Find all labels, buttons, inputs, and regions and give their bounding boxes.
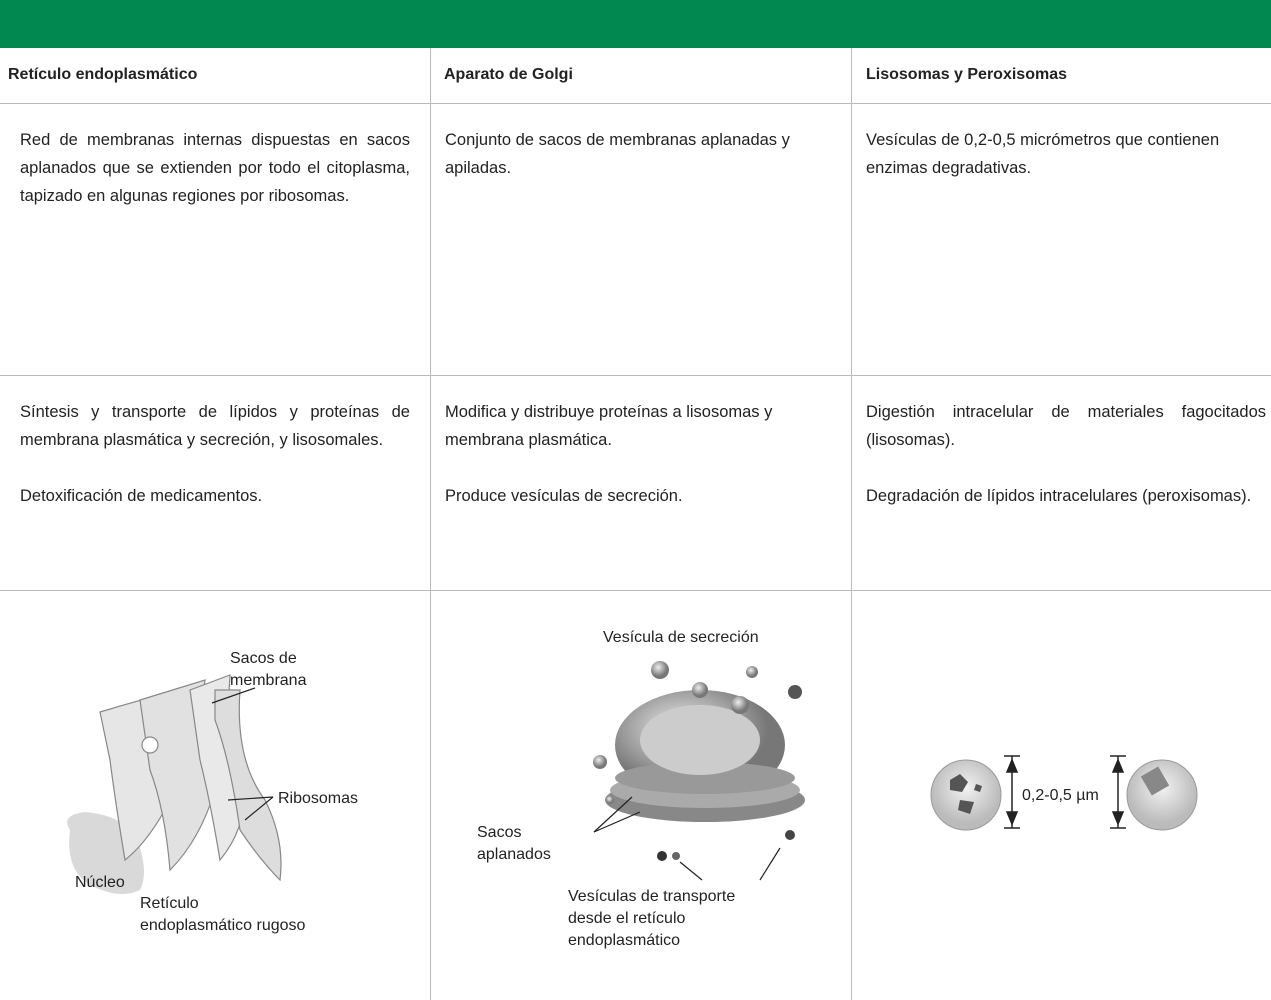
column-header: Retículo endoplasmático <box>8 66 198 83</box>
cell: Red de membranas internas dispuestas en … <box>20 126 410 238</box>
figure-label: Vesícula de secreción <box>603 629 759 646</box>
row-border <box>0 590 1271 591</box>
lysosome-drawing <box>930 755 1198 831</box>
golgi-drawing <box>593 661 805 881</box>
cell-text: Red de membranas internas dispuestas en … <box>20 131 410 205</box>
er-drawing <box>67 674 282 894</box>
cell-text: Degradación de lípidos intracelulares (p… <box>866 487 1252 505</box>
header-band <box>0 0 1271 48</box>
figure-label: Ribosomas <box>278 790 359 807</box>
figure-label: Sacos de membrana <box>230 650 307 689</box>
figure-label: Vesículas de transporte desde el retícul… <box>568 888 736 949</box>
cell: Modifica y distribuye proteínas a lisoso… <box>445 398 835 538</box>
row-border <box>0 375 1271 376</box>
cell: Digestión intracelular de materiales fag… <box>866 398 1266 538</box>
er-leaders <box>211 687 274 821</box>
figure-label: Retículo endoplasmático rugoso <box>140 895 306 934</box>
cell-text: Vesículas de 0,2-0,5 micrómetros que con… <box>866 131 1220 177</box>
column-border <box>430 48 431 1000</box>
cell-text: Síntesis y transporte de lípidos y prote… <box>20 403 410 449</box>
figure-label: 0,2-0,5 µm <box>1022 787 1099 804</box>
cell-text: Produce vesículas de secreción. <box>445 487 683 505</box>
column-header: Aparato de Golgi <box>444 66 573 83</box>
cell-text: Digestión intracelular de materiales fag… <box>866 403 1266 449</box>
cell-text: Detoxificación de medicamentos. <box>20 487 263 505</box>
figure-label: Sacos aplanados <box>477 824 551 863</box>
row-border <box>0 103 1271 104</box>
cell: Conjunto de sacos de membranas aplanadas… <box>445 126 835 210</box>
column-border <box>851 48 852 1000</box>
cell-text: Modifica y distribuye proteínas a lisoso… <box>445 403 773 449</box>
column-header: Lisosomas y Peroxisomas <box>866 66 1067 83</box>
cell: Vesículas de 0,2-0,5 micrómetros que con… <box>866 126 1271 210</box>
cell-text: Conjunto de sacos de membranas aplanadas… <box>445 131 790 177</box>
cell: Síntesis y transporte de lípidos y prote… <box>20 398 410 538</box>
figure-label: Núcleo <box>75 874 125 891</box>
